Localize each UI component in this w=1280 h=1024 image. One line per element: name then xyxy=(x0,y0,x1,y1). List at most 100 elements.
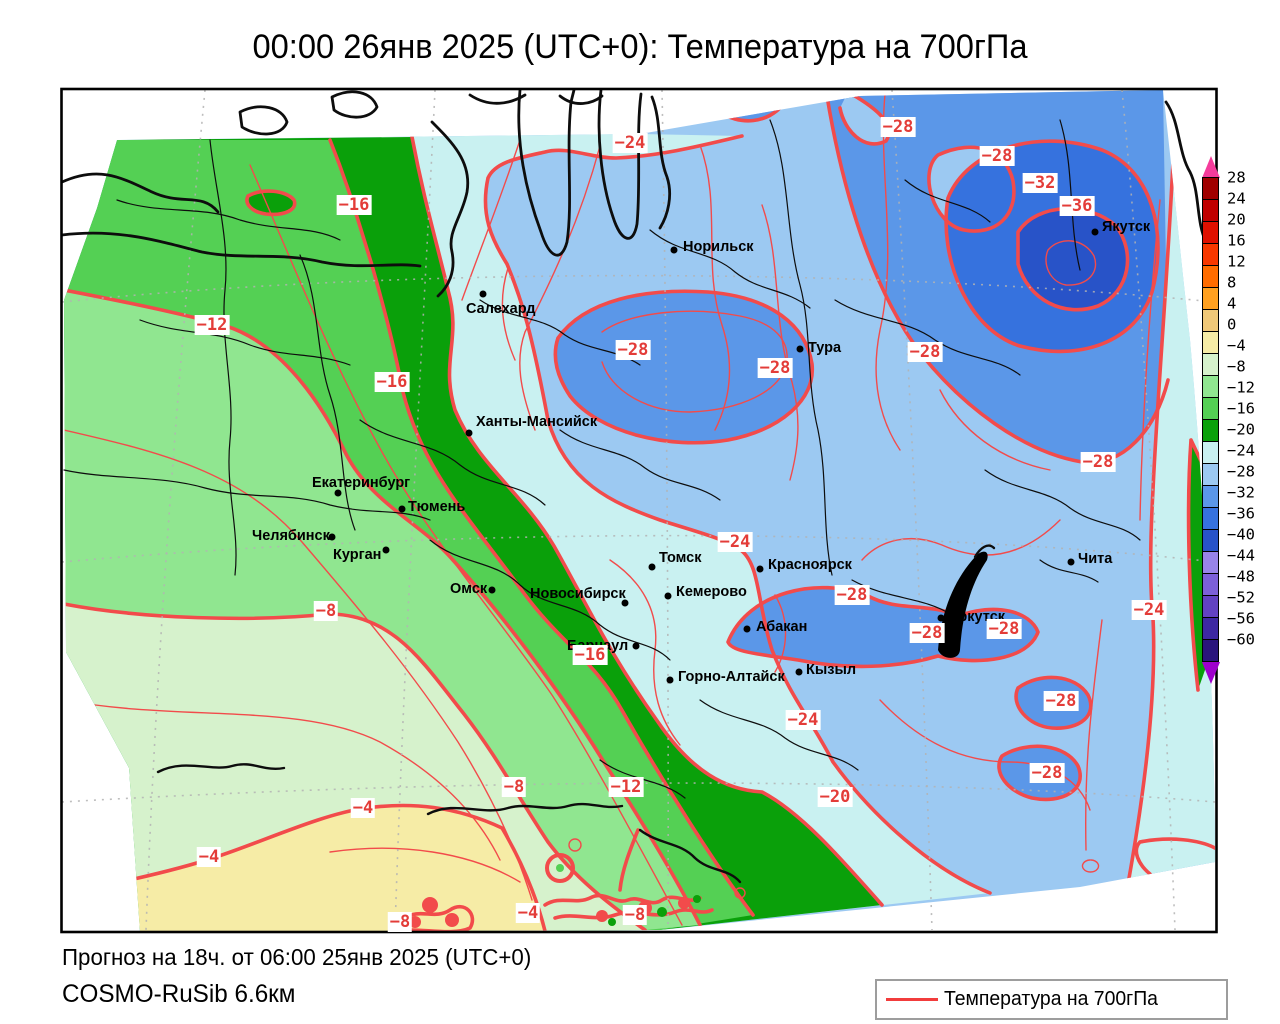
contour-value-label: −16 xyxy=(572,645,608,665)
city-dot xyxy=(465,429,473,437)
colorbar-cell xyxy=(1202,309,1219,332)
colorbar xyxy=(1202,156,1220,684)
colorbar-cell xyxy=(1202,353,1219,376)
contour-value-label: −24 xyxy=(612,133,648,153)
colorbar-tick: −52 xyxy=(1227,588,1255,607)
colorbar-tick: −32 xyxy=(1227,483,1255,502)
contour-value-label: −20 xyxy=(817,787,853,807)
footer-model-line: COSMO-RuSib 6.6км xyxy=(62,980,296,1008)
colorbar-cell xyxy=(1202,397,1219,420)
contour-value-label: −16 xyxy=(374,372,410,392)
colorbar-over-triangle xyxy=(1202,156,1220,178)
contour-value-label: −28 xyxy=(909,623,945,643)
city-dot xyxy=(632,642,640,650)
city-dot xyxy=(796,345,804,353)
colorbar-tick: 4 xyxy=(1227,294,1237,313)
colorbar-cell xyxy=(1202,199,1219,222)
city-dot xyxy=(1091,228,1099,236)
colorbar-tick: −40 xyxy=(1227,525,1255,544)
colorbar-tick: −56 xyxy=(1227,609,1255,628)
city-dot xyxy=(937,614,945,622)
city-dot xyxy=(670,246,678,254)
colorbar-tick: −8 xyxy=(1227,357,1246,376)
contour-value-label: −28 xyxy=(615,340,651,360)
colorbar-tick: 28 xyxy=(1227,168,1246,187)
colorbar-tick: 12 xyxy=(1227,252,1246,271)
city-dot xyxy=(756,565,764,573)
contour-value-label: −12 xyxy=(194,315,230,335)
city-label: Новосибирск xyxy=(530,586,626,602)
country-borders xyxy=(156,763,742,884)
city-label: Екатеринбург xyxy=(312,475,411,491)
city-label: Курган xyxy=(333,547,382,563)
city-label: Красноярск xyxy=(768,557,852,573)
city-label: Чита xyxy=(1078,551,1113,567)
colorbar-tick: 0 xyxy=(1227,315,1237,334)
contour-value-label: −4 xyxy=(350,798,376,818)
city-dot xyxy=(398,505,406,513)
city-dot xyxy=(795,668,803,676)
city-label: Норильск xyxy=(683,239,754,255)
page-title: 00:00 26янв 2025 (UTC+0): Температура на… xyxy=(252,28,1028,66)
city-dot xyxy=(666,676,674,684)
contour-value-label: −28 xyxy=(1029,763,1065,783)
footer-forecast-line: Прогноз на 18ч. от 06:00 25янв 2025 (UTC… xyxy=(62,944,532,970)
colorbar-tick: −28 xyxy=(1227,462,1255,481)
city-dot xyxy=(1067,558,1075,566)
contour-value-label: −16 xyxy=(336,195,372,215)
colorbar-cell xyxy=(1202,177,1219,200)
colorbar-tick: 20 xyxy=(1227,210,1246,229)
colorbar-cell xyxy=(1202,419,1219,442)
colorbar-cell xyxy=(1202,287,1219,310)
colorbar-tick: −48 xyxy=(1227,567,1255,586)
contour-value-label: −28 xyxy=(1080,452,1116,472)
colorbar-cell xyxy=(1202,265,1219,288)
city-label: Тюмень xyxy=(408,499,466,515)
colorbar-cell xyxy=(1202,529,1219,552)
contour-value-label: −28 xyxy=(834,585,870,605)
admin-borders xyxy=(63,119,1141,799)
legend-box: Температура на 700гПа xyxy=(875,979,1228,1020)
city-dot xyxy=(334,489,342,497)
lake-baikal xyxy=(938,551,988,658)
colorbar-tick: −20 xyxy=(1227,420,1255,439)
city-label: Абакан xyxy=(756,619,808,635)
city-dot xyxy=(664,592,672,600)
colorbar-tick: −4 xyxy=(1227,336,1246,355)
colorbar-tick: −60 xyxy=(1227,630,1255,649)
city-dot xyxy=(328,533,336,541)
contour-value-label: −36 xyxy=(1059,196,1095,216)
colorbar-cell xyxy=(1202,463,1219,486)
temperature-bands xyxy=(64,90,1215,932)
colorbar-cell xyxy=(1202,639,1219,662)
contour-value-label: −8 xyxy=(387,912,413,932)
colorbar-under-triangle xyxy=(1202,662,1220,684)
city-label: Тура xyxy=(808,340,842,356)
city-label: Кызыл xyxy=(806,662,857,678)
contour-value-label: −4 xyxy=(515,903,541,923)
contour-value-label: −28 xyxy=(880,117,916,137)
city-dot xyxy=(382,546,390,554)
city-label: Салехард xyxy=(466,301,536,317)
colorbar-cell xyxy=(1202,375,1219,398)
contour-value-label: −28 xyxy=(907,342,943,362)
colorbar-tick: −44 xyxy=(1227,546,1255,565)
contour-value-label: −32 xyxy=(1022,173,1058,193)
contour-value-label: −8 xyxy=(622,905,648,925)
city-label: Челябинск xyxy=(252,528,330,544)
city-dot xyxy=(743,625,751,633)
contour-value-label: −8 xyxy=(501,777,527,797)
colorbar-tick: 8 xyxy=(1227,273,1237,292)
contour-value-label: −4 xyxy=(196,847,222,867)
city-label: Ханты-Мансийск xyxy=(476,414,598,430)
city-label: Горно-Алтайск xyxy=(678,669,785,685)
contour-value-label: −28 xyxy=(986,619,1022,639)
colorbar-tick: 16 xyxy=(1227,231,1246,250)
city-dot xyxy=(621,599,629,607)
colorbar-cell xyxy=(1202,595,1219,618)
intermediate-contours xyxy=(64,93,1161,926)
contour-value-label: −12 xyxy=(608,777,644,797)
colorbar-cell xyxy=(1202,441,1219,464)
colorbar-cell xyxy=(1202,221,1219,244)
colorbar-cell xyxy=(1202,551,1219,574)
